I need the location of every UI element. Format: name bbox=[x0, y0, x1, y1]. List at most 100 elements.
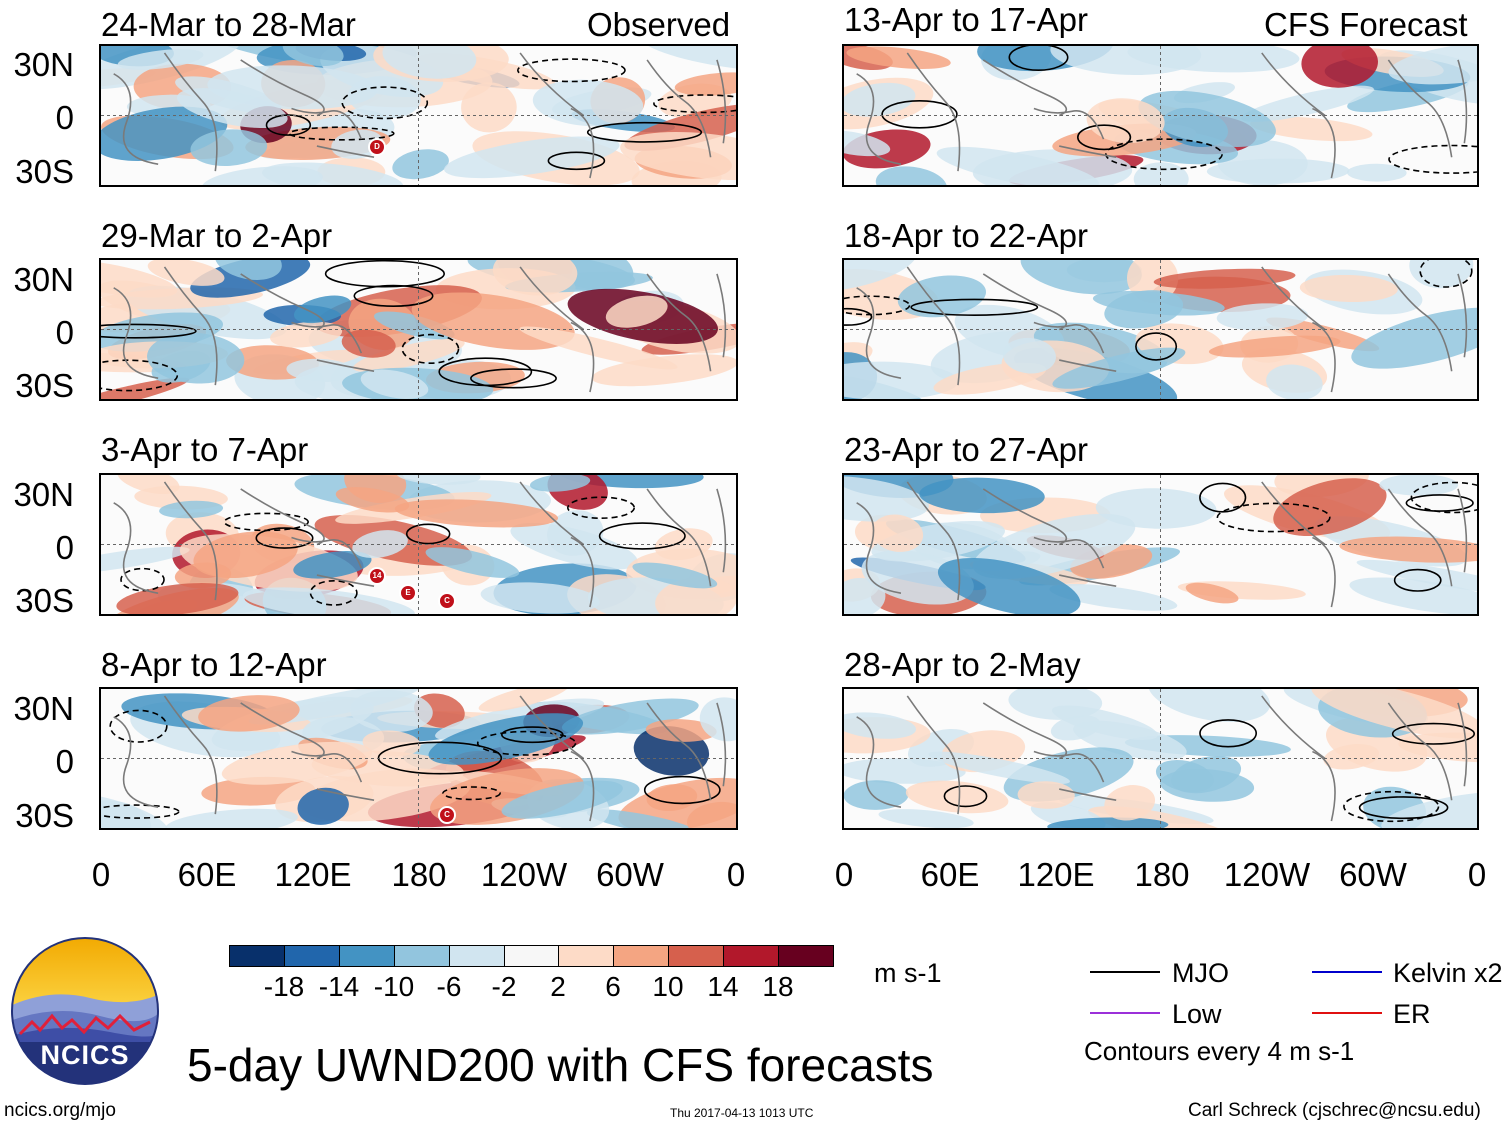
footer-url[interactable]: ncics.org/mjo bbox=[4, 1100, 116, 1121]
anomaly-blob bbox=[1052, 347, 1186, 389]
colorbar-swatch bbox=[229, 945, 285, 967]
colorbar-label: 18 bbox=[762, 971, 794, 1002]
storm-marker: D bbox=[368, 138, 386, 156]
mjo-contour bbox=[324, 260, 445, 288]
ylabel-eq: 0 bbox=[55, 99, 74, 136]
map-panel-obs-1: D bbox=[99, 44, 738, 187]
coastline bbox=[856, 73, 902, 165]
forecast-label: CFS Forecast bbox=[1264, 6, 1468, 43]
anomaly-blob bbox=[1356, 559, 1477, 595]
colorbar-units: m s-1 bbox=[874, 958, 942, 988]
mjo-contour bbox=[547, 151, 606, 171]
main-title: 5-day UWND200 with CFS forecasts bbox=[187, 1039, 934, 1091]
ylabel-30s: 30S bbox=[15, 153, 74, 190]
anomaly-blob bbox=[461, 82, 517, 133]
coastline bbox=[316, 145, 375, 158]
mjo-contour bbox=[1105, 138, 1223, 171]
anomaly-blob bbox=[147, 260, 225, 286]
coastline bbox=[113, 716, 159, 808]
legend-label-low: Low bbox=[1172, 999, 1222, 1029]
colorbar-swatch bbox=[338, 945, 395, 967]
coastline bbox=[163, 481, 218, 601]
coastline bbox=[163, 266, 218, 386]
coastline bbox=[982, 59, 1068, 117]
anomaly-blob bbox=[875, 166, 948, 185]
xlabel-0: 0 bbox=[834, 856, 854, 893]
anomaly-blob bbox=[159, 500, 224, 519]
anomaly-blob bbox=[844, 712, 917, 739]
coastline bbox=[570, 107, 595, 179]
anomaly-blob bbox=[396, 475, 481, 485]
anomaly-blob bbox=[282, 46, 344, 67]
colorbar-swatch bbox=[778, 945, 834, 967]
anomaly-blob bbox=[382, 46, 477, 79]
colorbar-swatch bbox=[393, 945, 450, 967]
anomaly-blob bbox=[640, 46, 736, 72]
anomaly-blob bbox=[1050, 46, 1202, 75]
footer-author[interactable]: Carl Schreck (cjschrec@ncsu.edu) bbox=[1188, 1100, 1481, 1121]
ylabel-30s: 30S bbox=[15, 582, 74, 619]
xlabel-60e: 60E bbox=[177, 856, 237, 893]
colorbar-swatch bbox=[503, 945, 560, 967]
anomaly-blob bbox=[871, 514, 924, 552]
mjo-contour bbox=[101, 804, 180, 819]
anomaly-blob bbox=[586, 809, 699, 828]
mjo-contour bbox=[643, 775, 721, 805]
colorbar-label: -18 bbox=[263, 971, 305, 1002]
anomaly-blob bbox=[353, 338, 465, 372]
coastline bbox=[906, 52, 961, 172]
anomaly-blob bbox=[1127, 260, 1179, 303]
anomaly-blob bbox=[620, 131, 736, 181]
xlabel-120e: 120E bbox=[1017, 856, 1095, 893]
coastline bbox=[163, 695, 218, 815]
anomaly-blob bbox=[1379, 475, 1459, 496]
colorbar-swatch bbox=[283, 945, 340, 967]
colorbar-label: -2 bbox=[491, 971, 517, 1002]
anomaly-blob bbox=[1086, 98, 1165, 144]
anomaly-blob bbox=[699, 697, 736, 742]
coastline bbox=[519, 481, 585, 546]
legend-swatch-er bbox=[1312, 1012, 1382, 1014]
panel-title-4: 8-Apr to 12-Apr bbox=[101, 646, 327, 683]
mjo-contour bbox=[598, 522, 686, 550]
ylabel-30n: 30N bbox=[13, 261, 74, 298]
panel-title-6: 18-Apr to 22-Apr bbox=[844, 217, 1088, 254]
map-field bbox=[101, 475, 736, 614]
coastline bbox=[519, 695, 585, 760]
coastline bbox=[716, 702, 727, 787]
coastline bbox=[1059, 359, 1117, 372]
coastline bbox=[1387, 273, 1453, 372]
anomaly-blob bbox=[444, 136, 620, 179]
anomaly-blob bbox=[335, 487, 410, 513]
storm-marker: E bbox=[399, 584, 417, 602]
ylabel-30s: 30S bbox=[15, 367, 74, 404]
anomaly-blob bbox=[519, 326, 678, 370]
coastline bbox=[519, 52, 585, 117]
anomaly-blob bbox=[1349, 577, 1477, 614]
xlabel-60w: 60W bbox=[1339, 856, 1407, 893]
coastline bbox=[1261, 266, 1326, 331]
anomaly-blob bbox=[936, 146, 1099, 185]
contour-note: Contours every 4 m s-1 bbox=[1084, 1036, 1355, 1066]
anomaly-blob bbox=[425, 547, 520, 578]
colorbar-swatch bbox=[558, 945, 615, 967]
ncics-logo-graphic bbox=[11, 937, 159, 1085]
mjo-contour bbox=[1199, 719, 1258, 748]
anomaly-blob bbox=[297, 787, 349, 825]
coastline bbox=[646, 273, 712, 372]
colorbar-label: -6 bbox=[436, 971, 462, 1002]
coastline bbox=[1261, 695, 1326, 760]
anomaly-blob bbox=[293, 295, 352, 324]
anomaly-blob bbox=[1147, 689, 1271, 722]
coastline bbox=[570, 536, 595, 608]
anomaly-blob bbox=[1301, 46, 1378, 88]
anomaly-blob bbox=[605, 295, 668, 328]
footer-timestamp: Thu 2017-04-13 1013 UTC bbox=[670, 1106, 814, 1120]
coastline bbox=[240, 702, 325, 760]
panel-title-7: 23-Apr to 27-Apr bbox=[844, 431, 1088, 468]
mjo-contour bbox=[120, 567, 165, 592]
coastline bbox=[519, 266, 585, 331]
mjo-contour bbox=[566, 496, 635, 520]
anomaly-blob bbox=[1398, 732, 1477, 763]
anomaly-blob bbox=[501, 780, 623, 819]
